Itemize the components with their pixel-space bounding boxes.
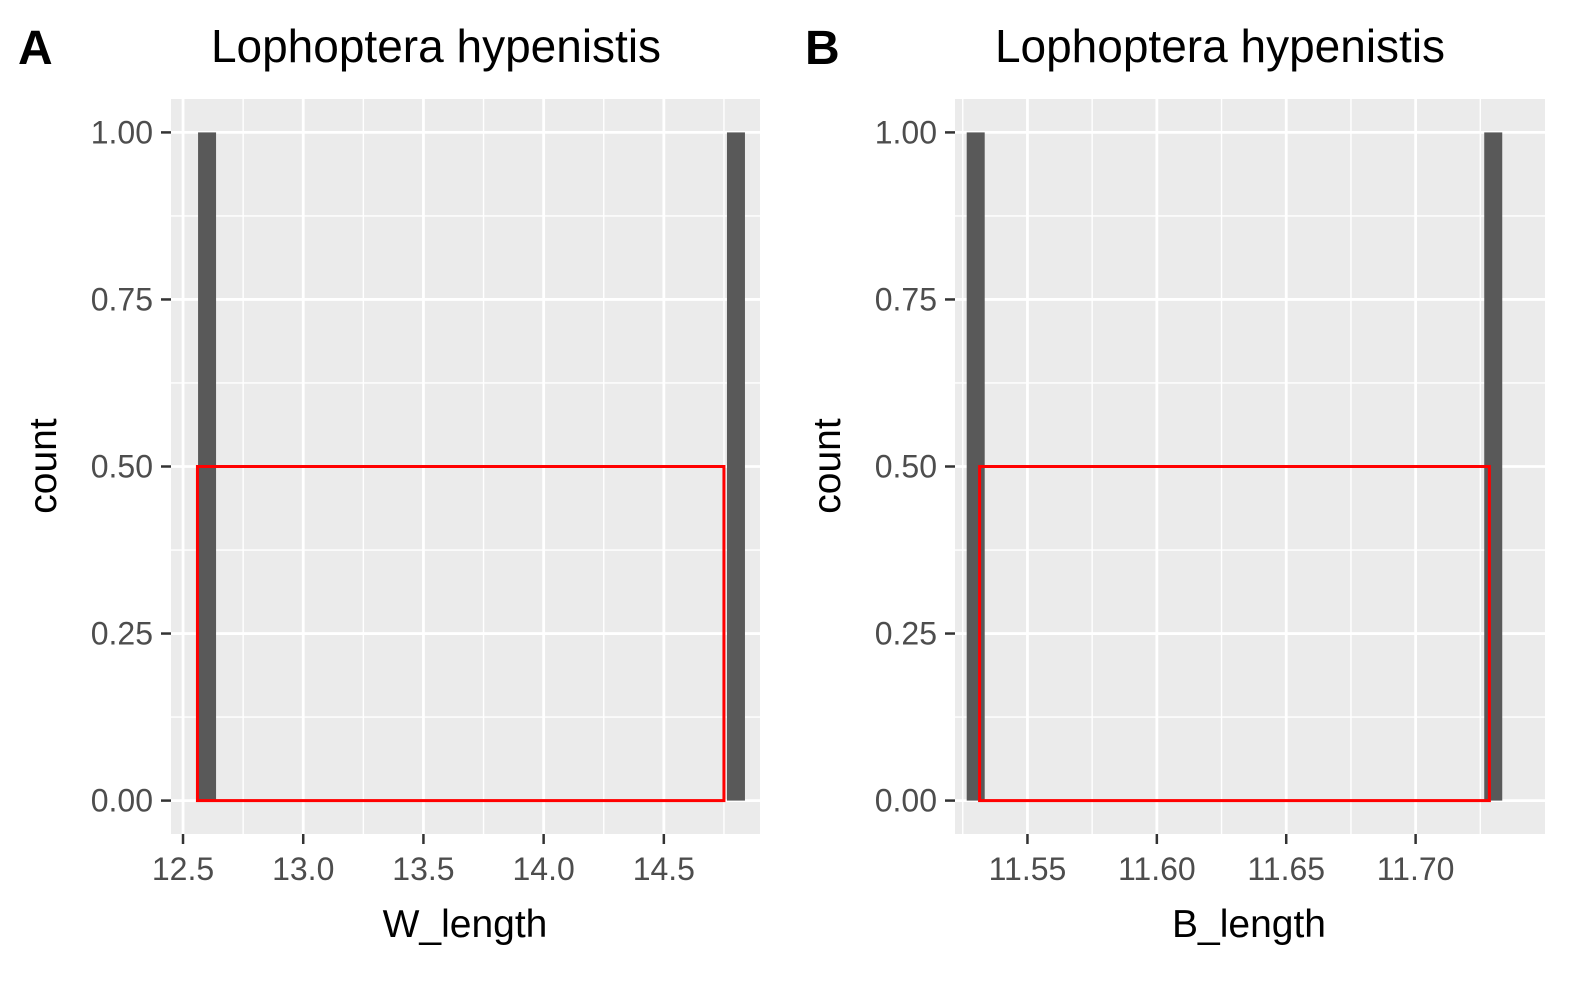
y-tick-label: 0.75: [875, 281, 937, 317]
x-tick-label: 11.60: [1118, 851, 1196, 887]
x-tick-label: 11.55: [989, 851, 1067, 887]
y-tick-label: 0.50: [91, 449, 153, 485]
y-tick-label: 0.25: [875, 616, 937, 652]
x-axis-label: W_length: [383, 903, 548, 946]
y-tick-label: 0.00: [91, 783, 153, 819]
x-axis: 11.55 11.60 11.65 11.70: [989, 834, 1455, 887]
panel-tag: A: [18, 22, 53, 75]
y-tick-label: 0.50: [875, 449, 937, 485]
panel-a: A Lophoptera hypenistis 0.00 0.25 0.50 0.75…: [18, 20, 760, 946]
highlight-box: [195, 465, 726, 803]
x-tick-label: 11.65: [1247, 851, 1325, 887]
x-tick-label: 14.5: [633, 851, 695, 887]
x-tick-label: 11.70: [1377, 851, 1455, 887]
y-tick-label: 1.00: [91, 114, 153, 150]
x-axis-label: B_length: [1172, 903, 1326, 946]
y-axis: 0.00 0.25 0.50 0.75 1.00: [875, 114, 955, 819]
y-tick-label: 0.75: [91, 281, 153, 317]
y-tick-label: 0.25: [91, 616, 153, 652]
y-axis-label: count: [806, 418, 849, 514]
x-tick-label: 13.0: [272, 851, 334, 887]
bars: [198, 132, 745, 801]
chart-title: Lophoptera hypenistis: [995, 20, 1445, 72]
y-axis-label: count: [22, 418, 65, 514]
chart-title: Lophoptera hypenistis: [211, 20, 661, 72]
y-tick-label: 0.00: [875, 783, 937, 819]
x-tick-label: 12.5: [152, 851, 214, 887]
y-tick-label: 1.00: [875, 114, 937, 150]
x-tick-label: 14.0: [512, 851, 574, 887]
histogram-bar: [726, 132, 745, 801]
panel-b: B Lophoptera hypenistis 0.00 0.25 0.50 0.75…: [805, 20, 1545, 946]
panel-tag: B: [805, 22, 840, 75]
highlight-box: [978, 465, 1491, 803]
y-axis: 0.00 0.25 0.50 0.75 1.00: [91, 114, 171, 819]
x-axis: 12.5 13.0 13.5 14.0 14.5: [152, 834, 695, 887]
x-tick-label: 13.5: [392, 851, 454, 887]
